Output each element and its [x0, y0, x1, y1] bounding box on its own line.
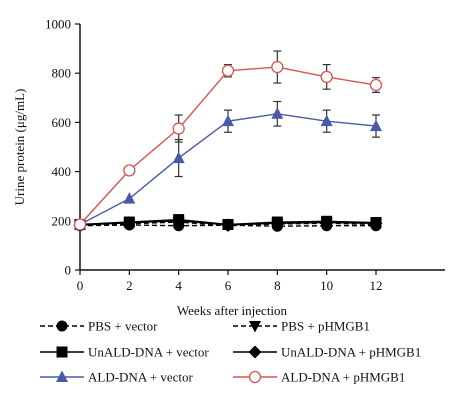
plot-area [73, 50, 383, 233]
x-tick-label: 8 [274, 278, 281, 293]
x-tick-label: 12 [370, 278, 383, 293]
x-tick-label: 2 [126, 278, 133, 293]
data-point [172, 122, 185, 135]
legend-marker [248, 370, 262, 384]
data-point [122, 216, 136, 230]
y-tick-label: 200 [52, 213, 72, 228]
data-point [271, 60, 284, 74]
legend-label: PBS + pHMGB1 [281, 319, 370, 334]
x-ticks: 0 2 4 6 8 10 12 [77, 270, 383, 293]
legend: PBS + vector PBS + pHMGB1 UnALD-DNA + vect… [40, 319, 421, 385]
data-point [370, 119, 382, 132]
axes: 0 2 4 6 8 10 12 0 200 400 600 800 1000 Urine protei… [12, 17, 445, 318]
y-tick-label: 600 [52, 115, 72, 130]
series-5 [73, 50, 383, 231]
series-4 [74, 100, 382, 230]
data-point [369, 78, 383, 92]
data-point [320, 216, 334, 230]
series-3 [73, 214, 383, 232]
y-tick-label: 400 [52, 164, 72, 179]
x-tick-label: 6 [225, 278, 232, 293]
legend-label: ALD-DNA + vector [88, 370, 193, 385]
legend-item: PBS + pHMGB1 [233, 319, 370, 334]
legend-item: UnALD-DNA + pHMGB1 [233, 345, 421, 360]
legend-marker [248, 345, 262, 359]
legend-item: ALD-DNA + vector [40, 370, 193, 385]
data-point [222, 114, 234, 127]
data-point [123, 192, 136, 204]
y-tick-label: 0 [65, 263, 72, 278]
legend-label: UnALD-DNA + pHMGB1 [281, 345, 421, 360]
legend-marker [56, 346, 68, 358]
data-point [320, 114, 333, 127]
y-axis-label: Urine protein (μg/mL) [12, 89, 27, 206]
legend-marker [249, 321, 261, 333]
data-point [369, 216, 383, 230]
legend-label: ALD-DNA + pHMGB1 [281, 370, 405, 385]
data-point [221, 218, 235, 232]
legend-marker [56, 370, 68, 382]
y-tick-label: 1000 [45, 17, 71, 32]
legend-item: ALD-DNA + pHMGB1 [233, 370, 405, 385]
x-tick-label: 0 [77, 278, 84, 293]
data-point [221, 64, 235, 77]
data-point [123, 164, 136, 177]
legend-label: UnALD-DNA + vector [88, 345, 209, 360]
y-ticks: 0 200 400 600 800 1000 [45, 17, 80, 278]
x-axis-label: Weeks after injection [177, 303, 288, 318]
legend-marker [56, 320, 68, 332]
legend-label: PBS + vector [88, 319, 158, 334]
x-tick-label: 4 [175, 278, 182, 293]
x-tick-label: 10 [320, 278, 333, 293]
data-point [270, 216, 284, 230]
legend-item: PBS + vector [40, 319, 158, 334]
data-point [320, 70, 333, 84]
y-tick-label: 800 [52, 66, 72, 81]
legend-item: UnALD-DNA + vector [40, 345, 209, 360]
data-point [73, 218, 87, 231]
data-point [172, 214, 186, 228]
data-point [271, 107, 284, 119]
data-point [172, 151, 185, 164]
